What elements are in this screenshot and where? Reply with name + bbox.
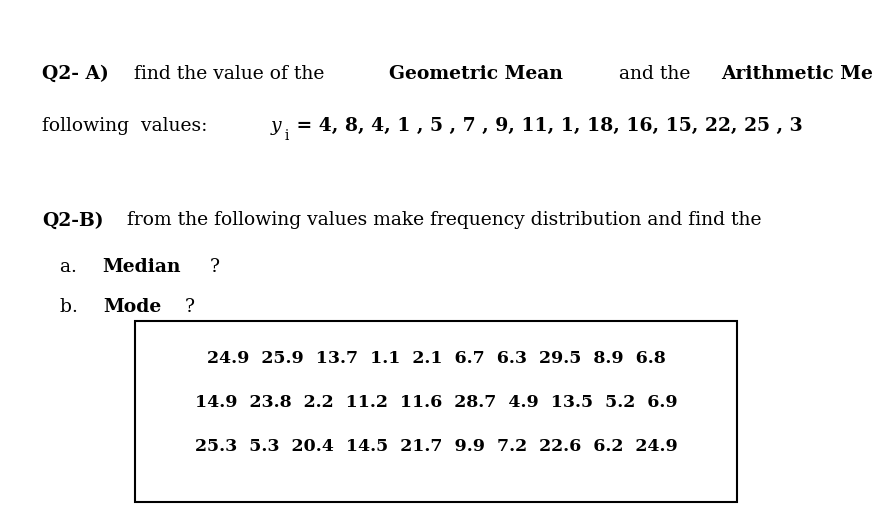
Text: Q2-B): Q2-B) xyxy=(42,211,104,229)
Text: ?: ? xyxy=(204,258,220,276)
Text: Mode: Mode xyxy=(104,298,162,315)
Text: a.: a. xyxy=(42,258,89,276)
Text: and the: and the xyxy=(614,65,697,83)
Text: 24.9  25.9  13.7  1.1  2.1  6.7  6.3  29.5  8.9  6.8: 24.9 25.9 13.7 1.1 2.1 6.7 6.3 29.5 8.9 … xyxy=(207,350,665,367)
Text: following  values:: following values: xyxy=(42,117,219,135)
Text: 14.9  23.8  2.2  11.2  11.6  28.7  4.9  13.5  5.2  6.9: 14.9 23.8 2.2 11.2 11.6 28.7 4.9 13.5 5.… xyxy=(194,394,678,411)
Text: from the following values make frequency distribution and find the: from the following values make frequency… xyxy=(121,211,762,229)
Text: Q2- A): Q2- A) xyxy=(42,65,109,83)
Text: y: y xyxy=(270,117,282,135)
Text: Arithmetic Mean: Arithmetic Mean xyxy=(721,65,872,83)
Text: = 4, 8, 4, 1 , 5 , 7 , 9, 11, 1, 18, 16, 15, 22, 25 , 3: = 4, 8, 4, 1 , 5 , 7 , 9, 11, 1, 18, 16,… xyxy=(290,117,803,135)
Text: 25.3  5.3  20.4  14.5  21.7  9.9  7.2  22.6  6.2  24.9: 25.3 5.3 20.4 14.5 21.7 9.9 7.2 22.6 6.2… xyxy=(194,438,678,456)
Text: i: i xyxy=(284,129,289,143)
Text: Geometric Mean: Geometric Mean xyxy=(389,65,563,83)
Text: find the value of the: find the value of the xyxy=(128,65,330,83)
Text: ?: ? xyxy=(179,298,194,315)
Text: Median: Median xyxy=(102,258,181,276)
Text: b.: b. xyxy=(42,298,90,315)
